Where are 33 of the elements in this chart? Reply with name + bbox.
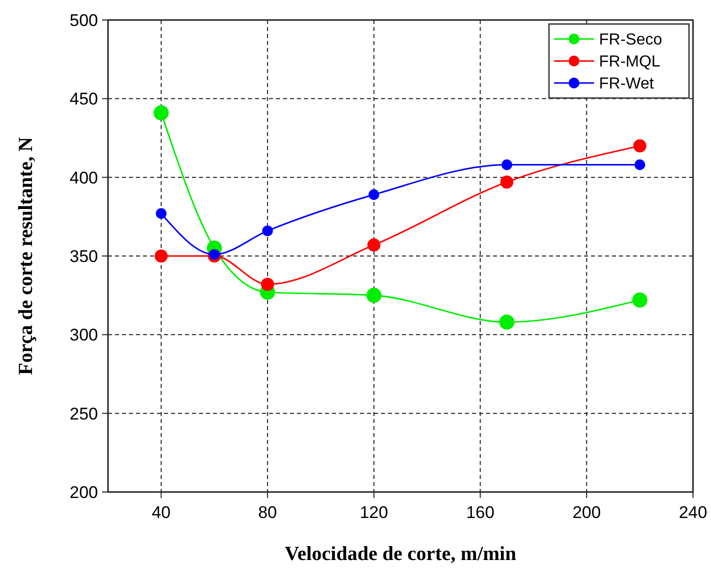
y-tick-label: 300	[70, 326, 98, 345]
point	[366, 288, 382, 303]
point	[633, 139, 646, 152]
y-tick-label: 200	[70, 482, 98, 502]
y-tick-label: 250	[70, 404, 98, 424]
point	[367, 238, 380, 252]
x-tick-label: 80	[258, 503, 278, 522]
y-axis-title: Força de corte resultante, N	[15, 136, 37, 375]
y-tick-label: 450	[70, 90, 98, 109]
x-tick-label: 200	[572, 503, 601, 522]
point	[154, 249, 168, 263]
legend-label: FR-Wet	[599, 76, 654, 93]
point	[634, 159, 646, 170]
x-tick-label: 240	[678, 503, 708, 522]
x-tick-label: 120	[360, 503, 388, 522]
x-tick-label: 160	[466, 503, 494, 522]
point	[368, 189, 380, 200]
legend-label: FR-MQL	[599, 54, 660, 71]
point	[154, 105, 169, 120]
point	[262, 225, 273, 236]
point	[499, 314, 514, 330]
y-tick-label: 500	[70, 10, 98, 30]
point	[209, 249, 220, 260]
point	[260, 278, 274, 291]
y-tick-label: 350	[70, 246, 98, 266]
y-tick-label: 400	[70, 168, 98, 188]
point	[632, 292, 648, 308]
point	[500, 176, 514, 189]
point	[502, 159, 512, 170]
x-axis-title: Velocidade de corte, m/min	[284, 543, 516, 565]
x-tick-label: 40	[152, 503, 171, 522]
point	[156, 208, 167, 219]
legend-label: FR-Seco	[599, 32, 662, 49]
